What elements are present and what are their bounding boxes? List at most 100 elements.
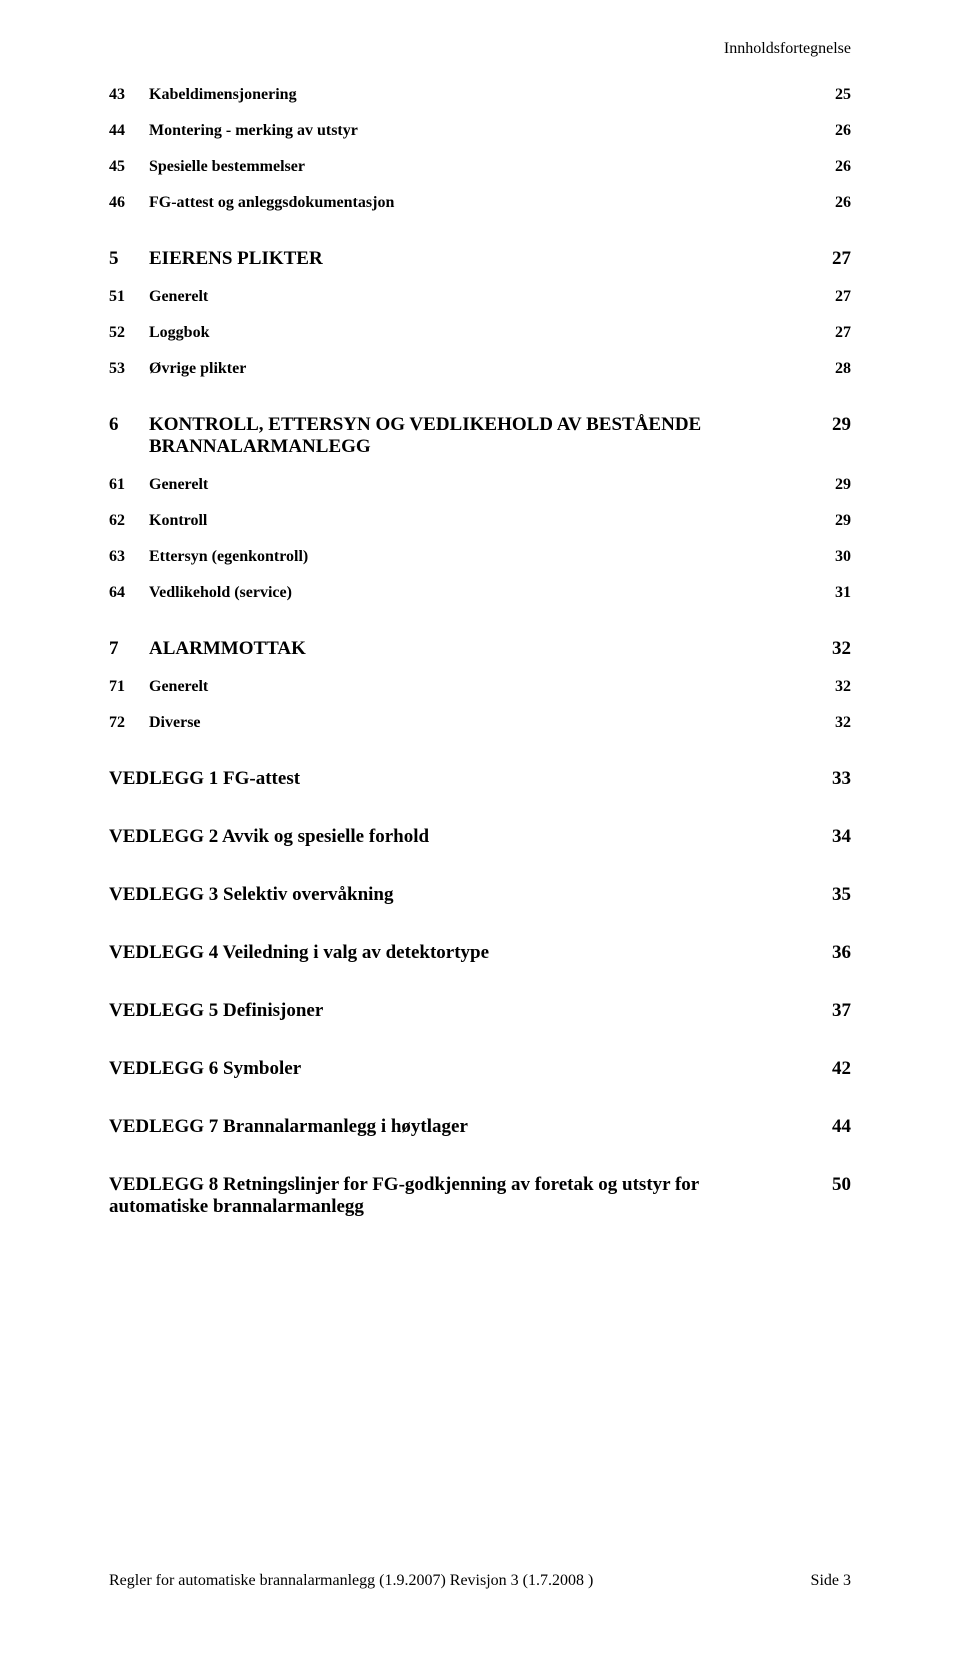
toc-row: 43Kabeldimensjonering 25 — [109, 86, 851, 104]
toc-row: VEDLEGG 1 FG-attest 33 — [109, 768, 851, 790]
toc-title: VEDLEGG 5 Definisjoner — [109, 1000, 323, 1022]
toc-number: 6 — [109, 414, 149, 436]
toc-title: VEDLEGG 4 Veiledning i valg av detektort… — [109, 942, 489, 964]
toc-row: 45Spesielle bestemmelser26 — [109, 158, 851, 176]
toc-title: Øvrige plikter — [149, 360, 246, 378]
toc-title: Loggbok — [149, 324, 209, 342]
toc-left: 71Generelt — [109, 678, 208, 696]
toc-page-number: 35 — [832, 884, 851, 906]
toc-row: 63Ettersyn (egenkontroll) 30 — [109, 548, 851, 566]
toc-left: VEDLEGG 4 Veiledning i valg av detektort… — [109, 942, 489, 964]
toc-left: VEDLEGG 5 Definisjoner — [109, 1000, 323, 1022]
toc-row: 46FG-attest og anleggsdokumentasjon 26 — [109, 194, 851, 212]
toc-left: 53Øvrige plikter — [109, 360, 246, 378]
toc-title: EIERENS PLIKTER — [149, 248, 323, 270]
toc-row: 51Generelt 27 — [109, 288, 851, 306]
toc-number: 43 — [109, 86, 149, 104]
toc-title: VEDLEGG 1 FG-attest — [109, 768, 300, 790]
toc-row: VEDLEGG 2 Avvik og spesielle forhold 34 — [109, 826, 851, 848]
toc-number: 61 — [109, 476, 149, 494]
toc-left: 45Spesielle bestemmelser — [109, 158, 305, 176]
toc-title: ALARMMOTTAK — [149, 638, 306, 660]
toc-number: 62 — [109, 512, 149, 530]
toc-page-number: 26 — [835, 194, 851, 212]
toc-page-number: 29 — [835, 512, 851, 530]
toc-page-number: 25 — [835, 86, 851, 104]
toc-title: Ettersyn (egenkontroll) — [149, 548, 308, 566]
toc-title: FG-attest og anleggsdokumentasjon — [149, 194, 394, 212]
toc-title: VEDLEGG 3 Selektiv overvåkning — [109, 884, 394, 906]
toc-left: 61Generelt — [109, 476, 208, 494]
toc-number: 72 — [109, 714, 149, 732]
toc-number: 45 — [109, 158, 149, 176]
toc-left: VEDLEGG 2 Avvik og spesielle forhold — [109, 826, 429, 848]
toc-page-number: 37 — [832, 1000, 851, 1022]
toc-number: 71 — [109, 678, 149, 696]
page-content: Innholdsfortegnelse 43Kabeldimensjonerin… — [0, 0, 960, 1218]
toc-page-number: 32 — [832, 638, 851, 660]
toc-row: 52Loggbok 27 — [109, 324, 851, 342]
toc-number: 53 — [109, 360, 149, 378]
table-of-contents: 43Kabeldimensjonering2544Montering - mer… — [109, 86, 851, 1218]
toc-number: 51 — [109, 288, 149, 306]
toc-page-number: 32 — [835, 678, 851, 696]
toc-row: VEDLEGG 6 Symboler 42 — [109, 1058, 851, 1080]
toc-title: Kabeldimensjonering — [149, 86, 297, 104]
toc-number: 46 — [109, 194, 149, 212]
toc-row: 72Diverse 32 — [109, 714, 851, 732]
toc-page-number: 42 — [832, 1058, 851, 1080]
toc-title: Generelt — [149, 288, 208, 306]
toc-left: 64Vedlikehold (service) — [109, 584, 292, 602]
toc-title: Vedlikehold (service) — [149, 584, 292, 602]
toc-left: 52Loggbok — [109, 324, 209, 342]
footer-left-text: Regler for automatiske brannalarmanlegg … — [109, 1572, 593, 1590]
toc-page-number: 27 — [835, 324, 851, 342]
toc-number: 63 — [109, 548, 149, 566]
toc-left: 7ALARMMOTTAK — [109, 638, 306, 660]
toc-page-number: 36 — [832, 942, 851, 964]
toc-title: KONTROLL, ETTERSYN OG VEDLIKEHOLD AV BES… — [149, 414, 832, 458]
toc-number: 44 — [109, 122, 149, 140]
toc-left: 51Generelt — [109, 288, 208, 306]
page-footer: Regler for automatiske brannalarmanlegg … — [109, 1572, 851, 1590]
toc-title: VEDLEGG 8 Retningslinjer for FG-godkjenn… — [109, 1174, 709, 1218]
toc-row: VEDLEGG 3 Selektiv overvåkning 35 — [109, 884, 851, 906]
toc-row: VEDLEGG 4 Veiledning i valg av detektort… — [109, 942, 851, 964]
toc-row: 61Generelt 29 — [109, 476, 851, 494]
toc-left: VEDLEGG 3 Selektiv overvåkning — [109, 884, 394, 906]
toc-number: 64 — [109, 584, 149, 602]
toc-page-number: 27 — [835, 288, 851, 306]
toc-left: 43Kabeldimensjonering — [109, 86, 297, 104]
toc-left: 62Kontroll — [109, 512, 207, 530]
toc-title: Montering - merking av utstyr — [149, 122, 358, 140]
toc-page-number: 32 — [835, 714, 851, 732]
toc-row: 64Vedlikehold (service) 31 — [109, 584, 851, 602]
toc-left: 46FG-attest og anleggsdokumentasjon — [109, 194, 394, 212]
toc-title: Diverse — [149, 714, 201, 732]
toc-page-number: 44 — [832, 1116, 851, 1138]
toc-left: 6KONTROLL, ETTERSYN OG VEDLIKEHOLD AV BE… — [109, 414, 832, 458]
toc-row: 7ALARMMOTTAK 32 — [109, 638, 851, 660]
toc-row: 44Montering - merking av utstyr 26 — [109, 122, 851, 140]
toc-page-number: 31 — [835, 584, 851, 602]
toc-title: VEDLEGG 6 Symboler — [109, 1058, 301, 1080]
toc-left: VEDLEGG 6 Symboler — [109, 1058, 301, 1080]
toc-page-number: 28 — [835, 360, 851, 378]
toc-row: VEDLEGG 5 Definisjoner 37 — [109, 1000, 851, 1022]
toc-page-number: 34 — [832, 826, 851, 848]
toc-number: 5 — [109, 248, 149, 270]
toc-page-number: 29 — [835, 476, 851, 494]
toc-page-number: 30 — [835, 548, 851, 566]
toc-left: 5EIERENS PLIKTER — [109, 248, 323, 270]
toc-page-number: 26 — [835, 122, 851, 140]
toc-title: Kontroll — [149, 512, 207, 530]
toc-row: 6KONTROLL, ETTERSYN OG VEDLIKEHOLD AV BE… — [109, 414, 851, 458]
toc-left: 72Diverse — [109, 714, 201, 732]
toc-left: 63Ettersyn (egenkontroll) — [109, 548, 308, 566]
toc-page-number: 33 — [832, 768, 851, 790]
toc-number: 7 — [109, 638, 149, 660]
toc-row: 71Generelt 32 — [109, 678, 851, 696]
toc-row: 62Kontroll 29 — [109, 512, 851, 530]
toc-row: 5EIERENS PLIKTER27 — [109, 248, 851, 270]
toc-page-number: 29 — [832, 414, 851, 436]
